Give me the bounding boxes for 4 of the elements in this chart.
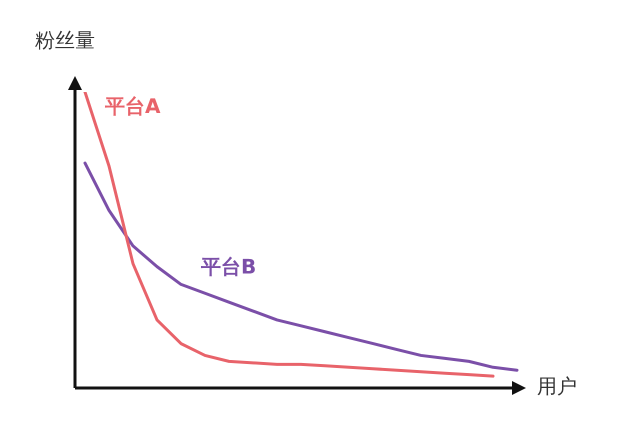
x-axis-title: 用户 xyxy=(537,374,577,398)
series-label: 平台A xyxy=(104,94,161,118)
series-label: 平台B xyxy=(200,254,256,279)
y-axis-title: 粉丝量 xyxy=(35,28,95,52)
